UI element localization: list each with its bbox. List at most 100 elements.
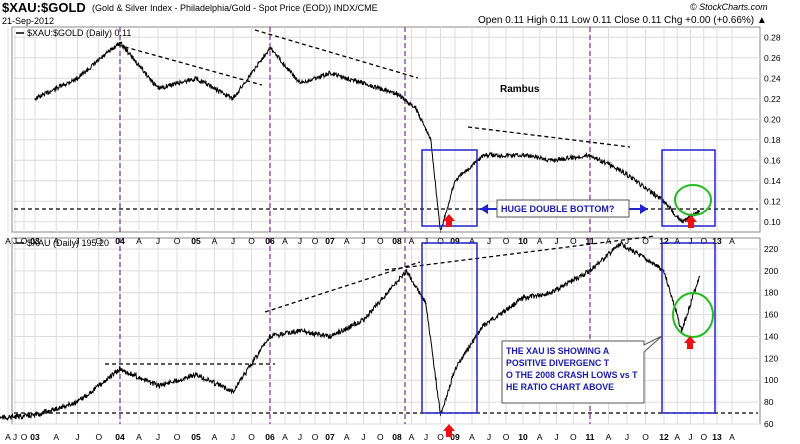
callout-line: O THE 2008 CRASH LOWS vs T [506,370,638,380]
red-up-arrow [443,214,455,227]
x-tick-label-top: A [212,236,218,246]
red-up-arrow [684,336,696,349]
y-tick-label: 60 [764,419,774,429]
x-tick-label-bottom: J [75,432,79,442]
y-tick-label: 0.20 [764,114,781,124]
x-tick-label-top: O [95,236,102,246]
data-point-bottom [299,330,301,332]
x-tick-label-bottom: J [554,432,558,442]
data-point-bottom [681,330,683,332]
x-tick-label-bottom: J [156,432,160,442]
data-point-bottom [406,270,408,272]
x-tick-label-bottom: J [13,432,17,442]
x-tick-label-top: 13 [712,236,722,246]
red-up-arrow [443,424,455,437]
x-tick-label-top: A [729,236,735,246]
data-point-bottom [157,385,159,387]
x-tick-label-top: J [156,236,160,246]
x-tick-label-top: J [361,236,365,246]
data-point-top [454,180,456,182]
chart-symbol: $XAU:$GOLD [2,0,86,15]
x-tick-label-bottom: A [469,432,475,442]
x-tick-label-bottom: A [5,432,11,442]
x-tick-label-bottom: J [625,432,629,442]
y-tick-label: 80 [764,397,774,407]
y-tick-label: 120 [764,353,778,363]
x-tick-label-bottom: 06 [265,432,275,442]
data-point-top [157,87,159,90]
data-point-top [663,200,665,202]
y-tick-label: 0.16 [764,155,781,165]
data-point-top [415,108,417,110]
x-tick-label-top: O [174,236,181,246]
x-tick-label-bottom: A [282,432,288,442]
highlight-circle [672,292,714,338]
x-tick-label-bottom: O [95,432,102,442]
callout-box-top [496,199,630,218]
chart-description: (Gold & Silver Index - Philadelphia/Gold… [92,3,378,13]
x-tick-label-bottom: A [606,432,612,442]
callout-line: HE RATIO CHART ABOVE [506,382,614,392]
x-tick-label-bottom: A [729,432,735,442]
x-tick-label-bottom: 04 [115,432,125,442]
x-tick-label-bottom: 07 [325,432,335,442]
x-tick-label-top: A [537,236,543,246]
y-tick-label: 0.12 [764,196,781,206]
rambus-watermark: Rambus [500,84,540,95]
series-line-top [34,41,700,231]
blue-arrow-head [640,204,648,214]
y-tick-label: 0.24 [764,73,781,83]
data-point-top [299,82,301,84]
x-tick-label-top: A [53,236,59,246]
x-tick-label-top: A [136,236,142,246]
quote-bar: Open 0.11 High 0.11 Low 0.11 Close 0.11 … [478,15,767,26]
x-tick-label-top: J [75,236,79,246]
data-point-bottom [454,368,456,370]
trendline [384,235,656,271]
x-tick-label-top: J [487,236,491,246]
x-tick-label-top: O [21,236,28,246]
x-tick-label-bottom: A [212,432,218,442]
data-point-bottom [663,270,665,272]
callout-box-bottom [501,335,663,404]
x-tick-label-bottom: 10 [518,432,528,442]
legend-bottom: $XAU (Daily) 195.20 [27,238,109,248]
data-point-bottom [698,275,700,277]
data-point-bottom [195,374,197,376]
x-tick-label-bottom: 13 [712,432,722,442]
data-point-bottom [620,242,622,245]
data-point-bottom [34,414,36,416]
blue-arrow-head [480,204,488,214]
x-tick-label-bottom: 09 [450,432,460,442]
x-tick-label-bottom: 05 [191,432,201,442]
trendline [264,261,421,313]
x-tick-label-top: 05 [191,236,201,246]
x-tick-label-bottom: O [503,432,510,442]
y-tick-label: 0.14 [764,176,781,186]
data-point-top [269,46,271,49]
callout-line: POSITIVE DIVERGENC T [506,358,610,368]
x-tick-label-top: A [282,236,288,246]
data-point-top [439,231,442,233]
data-point-top [698,210,700,213]
y-tick-label: 0.10 [764,217,781,227]
x-tick-label-top: O [642,236,649,246]
x-tick-label-bottom: J [688,432,692,442]
x-tick-label-bottom: O [174,432,181,442]
data-point-bottom [329,335,331,338]
x-tick-label-top: A [5,236,11,246]
data-point-top [34,98,36,100]
data-point-top [329,72,331,74]
y-tick-label: 160 [764,310,778,320]
data-point-top [362,82,365,84]
x-tick-label-bottom: A [537,432,543,442]
legend-top: $XAU:$GOLD (Daily) 0.11 [27,28,131,38]
x-tick-label-top: A [409,236,415,246]
data-point-bottom [425,303,427,305]
callout-line: THE XAU IS SHOWING A [506,346,610,356]
y-tick-label: 100 [764,375,778,385]
trendline [117,44,263,86]
x-tick-label-bottom: J [487,432,491,442]
x-tick-label-bottom: 08 [392,432,402,442]
x-tick-label-bottom: A [674,432,680,442]
